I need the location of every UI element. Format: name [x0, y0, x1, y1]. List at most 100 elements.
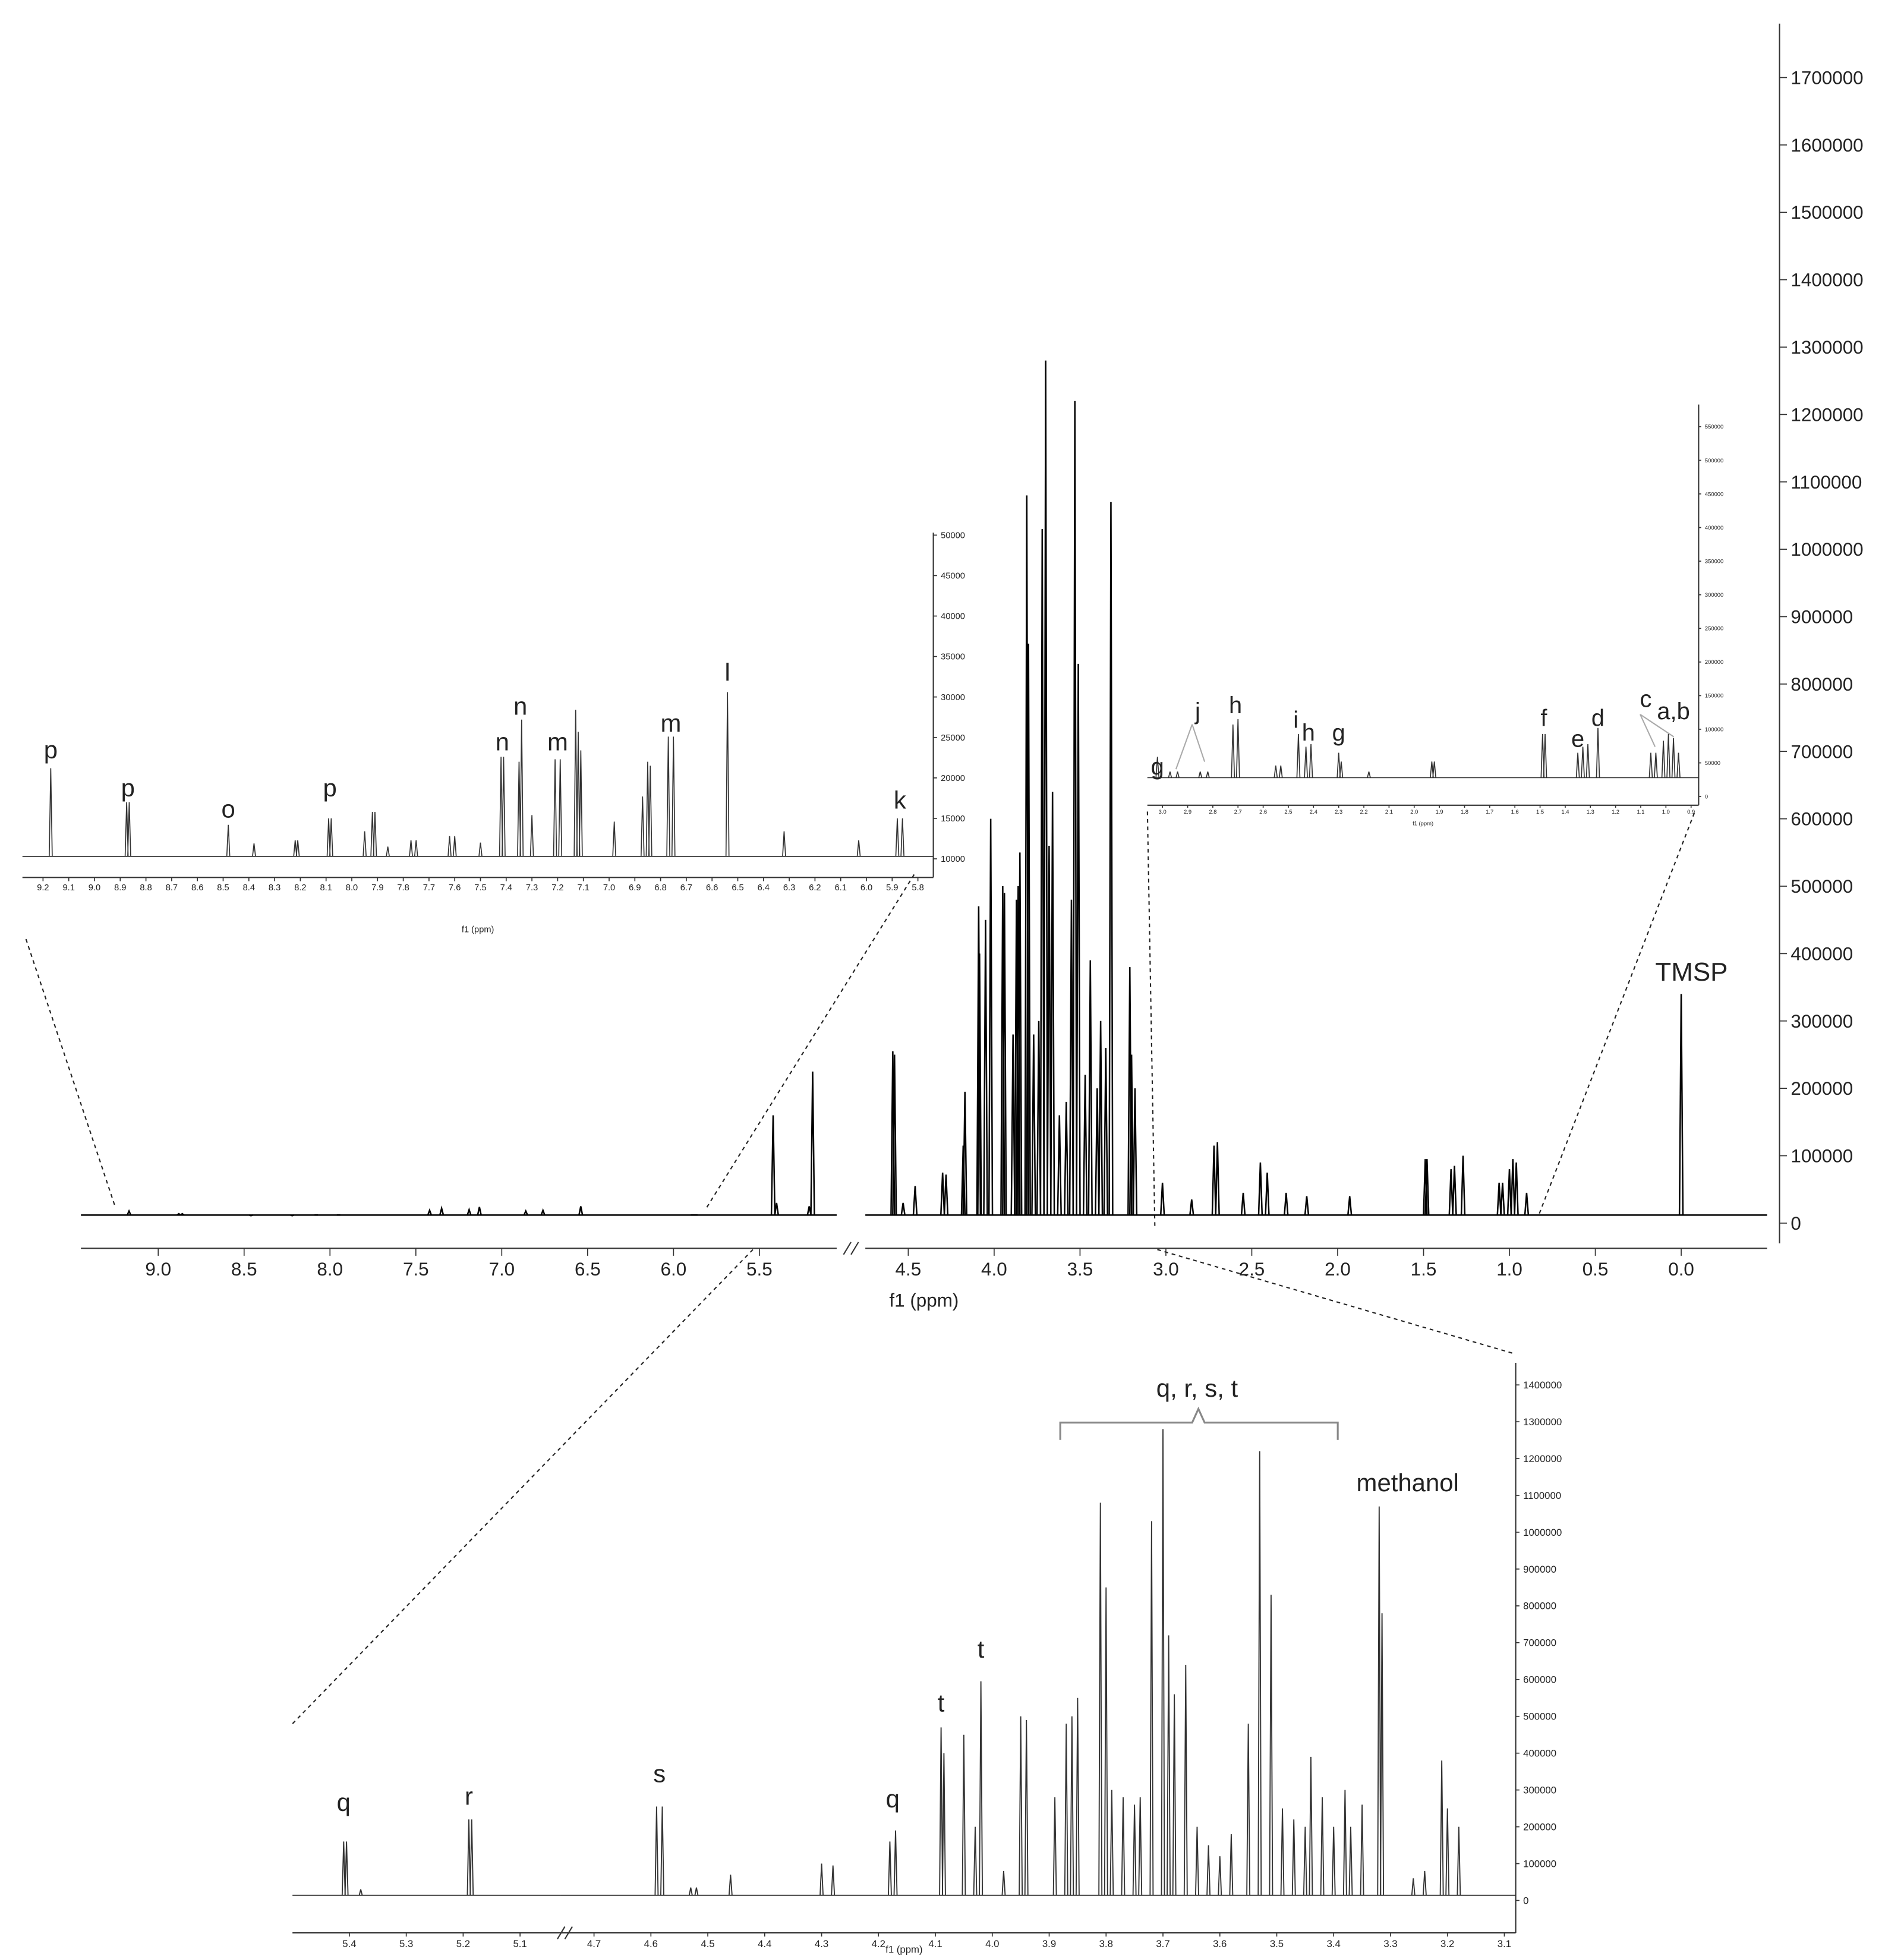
peak [900, 818, 904, 856]
peak [1057, 1115, 1062, 1215]
peak [1240, 1192, 1246, 1215]
x-tick-label: 7.7 [423, 883, 435, 893]
peak [529, 815, 534, 856]
peak [1017, 852, 1023, 1215]
peak [469, 1819, 474, 1895]
peak [856, 840, 861, 856]
peak [1189, 1199, 1194, 1215]
peak [887, 1841, 892, 1895]
y-tick-label: 0 [1705, 793, 1708, 799]
peak [1167, 1635, 1171, 1895]
peak [558, 759, 563, 856]
y-tick-label: 300000 [1523, 1785, 1556, 1796]
y-tick-label: 1100000 [1523, 1490, 1561, 1501]
x-tick-label: 1.1 [1637, 808, 1644, 815]
peak [939, 1727, 944, 1895]
peak-label: h [1229, 692, 1242, 719]
peak [1284, 1192, 1289, 1215]
peak [1339, 761, 1344, 778]
peak [782, 831, 786, 856]
peak [329, 818, 333, 856]
x-tick-label: 8.1 [320, 883, 332, 893]
x-tick-label: 3.7 [1156, 1938, 1169, 1949]
y-tick-label: 500000 [1705, 457, 1723, 464]
y-tick-label: 700000 [1790, 741, 1853, 762]
x-tick-label: 2.6 [1259, 808, 1267, 815]
y-tick-label: 30000 [941, 693, 965, 703]
x-tick-label: 9.0 [145, 1259, 171, 1280]
x-tick-label: 2.9 [1184, 808, 1191, 815]
peak [1206, 1845, 1211, 1895]
peak [941, 1753, 946, 1895]
peak [1342, 1790, 1347, 1895]
y-tick-label: 1000000 [1790, 539, 1863, 560]
peak [176, 1212, 181, 1216]
x-tick-label: 2.2 [1360, 808, 1368, 815]
peak [1320, 1797, 1325, 1895]
y-tick-label: 600000 [1523, 1674, 1556, 1686]
x-tick-label: 5.5 [746, 1259, 773, 1280]
peak [943, 1174, 949, 1215]
x-tick-label: 3.6 [1213, 1938, 1227, 1949]
peak [553, 759, 557, 856]
y-tick-label: 1400000 [1790, 270, 1863, 291]
peak [979, 1681, 983, 1895]
y-tick-label: 400000 [1790, 943, 1853, 964]
peak [358, 1889, 363, 1896]
peak-label: f [1540, 705, 1547, 731]
spectrum-chart: 3.0 2.9 2.8 2.7 2.6 2.5 2.4 2.3 2.2 2.1 2.0 1.9 1.8 1… [1147, 404, 1723, 826]
axis-break [564, 1926, 573, 1940]
peak [1206, 771, 1210, 778]
peak [1104, 1587, 1108, 1895]
peak [1448, 1169, 1454, 1215]
peak-label: e [1571, 726, 1584, 752]
peak [1348, 1826, 1353, 1895]
y-tick-label: 50000 [941, 531, 965, 540]
peak [502, 757, 506, 856]
peak [1257, 1451, 1262, 1895]
peak [1678, 994, 1684, 1215]
x-tick-label: 1.5 [1536, 808, 1544, 815]
x-tick-label: 6.7 [680, 883, 692, 893]
peak [1457, 1826, 1461, 1895]
peak [1175, 771, 1180, 778]
x-tick-label: 1.5 [1411, 1259, 1437, 1280]
x-tick-label: 1.3 [1587, 808, 1594, 815]
spectrum-chart: 9.2 9.1 9.0 8.9 8.8 8.7 8.6 8.5 8.4 8.3 8.2 8.1 8.0 7… [22, 531, 965, 934]
y-tick-label: 20000 [941, 774, 965, 783]
peak [1347, 1196, 1353, 1215]
peak [180, 1212, 185, 1216]
peak [386, 846, 390, 857]
peak [654, 1806, 659, 1895]
x-tick-label: 6.0 [860, 883, 872, 893]
x-tick-label: 6.6 [706, 883, 718, 893]
peak [1246, 1724, 1251, 1895]
label-pointers [1175, 714, 1675, 770]
peak [1082, 1075, 1088, 1215]
x-tick-label: 2.8 [1209, 808, 1216, 815]
peak [295, 840, 300, 856]
x-tick-label: 4.5 [896, 1259, 922, 1280]
x-tick-label: 1.4 [1561, 808, 1569, 815]
connector [24, 936, 115, 1205]
peak [819, 1863, 824, 1895]
x-tick-label: 5.2 [456, 1938, 470, 1949]
peak [983, 919, 988, 1215]
peak [1291, 1819, 1296, 1895]
x-tick-label: 5.9 [886, 883, 898, 893]
pointer [1175, 724, 1206, 770]
peak [1648, 752, 1653, 778]
x-tick-label: 3.9 [1042, 1938, 1056, 1949]
peak [1108, 502, 1114, 1215]
peak [725, 692, 730, 856]
peak [370, 811, 374, 856]
peak-label: p [323, 774, 337, 802]
peak-label: n [513, 692, 527, 720]
x-tick-label: 2.0 [1325, 1259, 1351, 1280]
x-tick-label: 7.0 [603, 883, 615, 893]
x-tick-label: 6.8 [654, 883, 666, 893]
peak-label: n [496, 728, 509, 756]
peak [1543, 733, 1547, 778]
peak [1360, 1804, 1364, 1895]
peak [1257, 1162, 1263, 1215]
